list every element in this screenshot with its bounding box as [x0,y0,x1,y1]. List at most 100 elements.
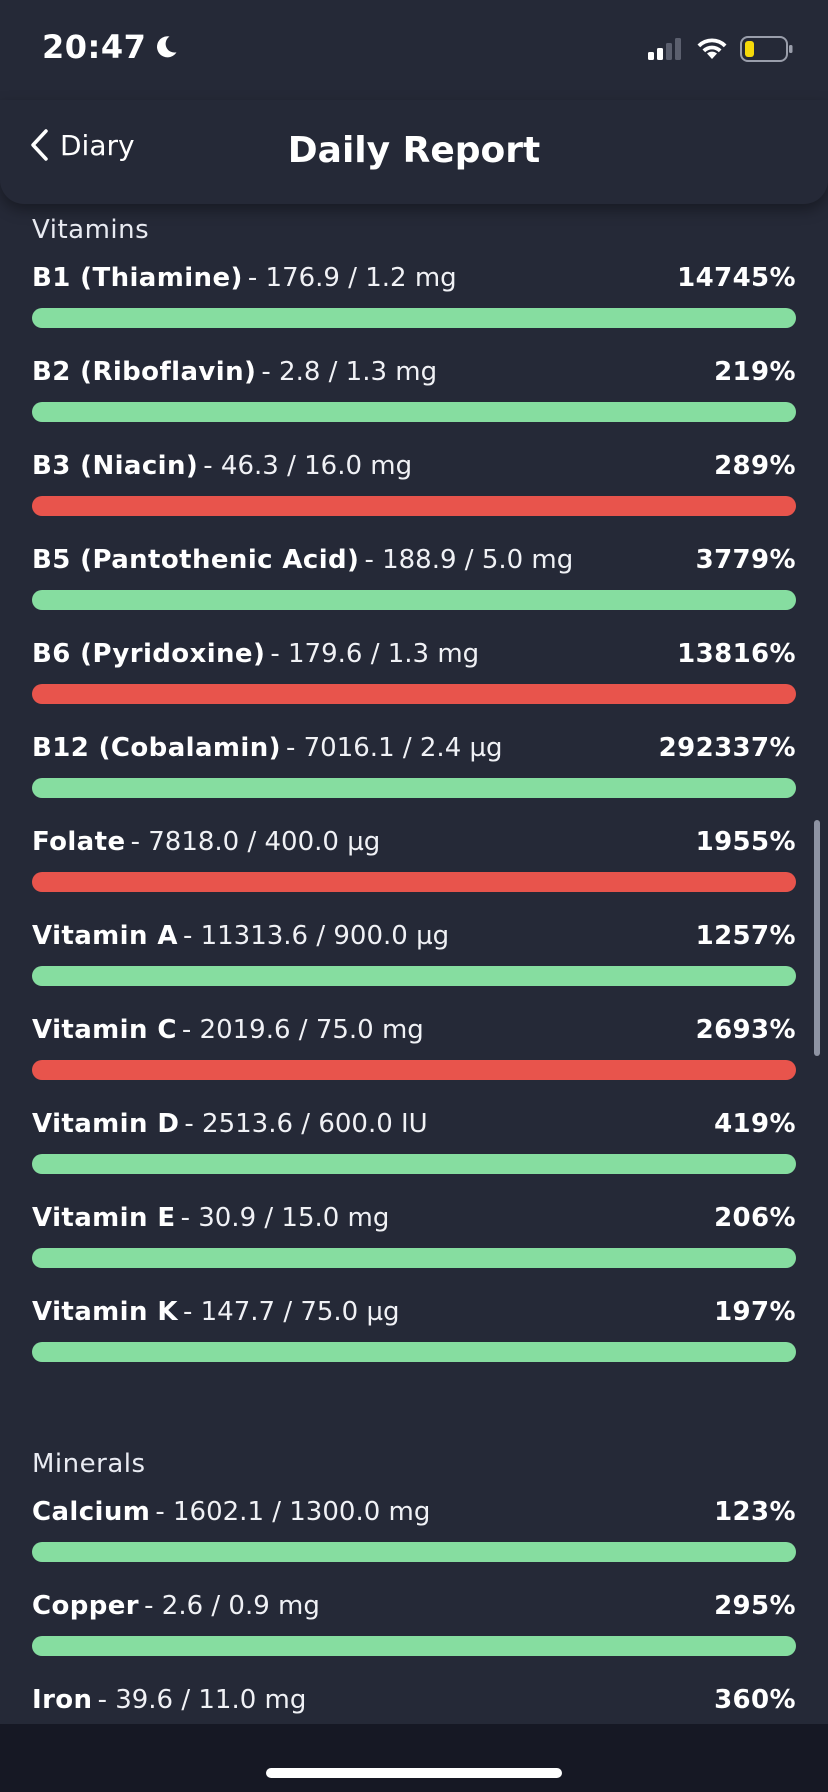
nutrient-row[interactable]: Vitamin D - 2513.6 / 600.0 IU 419% [32,1106,796,1200]
nutrient-amount: - 2513.6 / 600.0 IU [184,1109,428,1139]
report-list[interactable]: Vitamins B1 (Thiamine) - 176.9 / 1.2 mg 14… [32,210,796,1776]
home-bar-area [0,1724,828,1792]
nutrient-line: Copper - 2.6 / 0.9 mg 295% [32,1588,796,1624]
nutrient-name: Vitamin K [32,1297,178,1327]
nutrient-row[interactable]: B2 (Riboflavin) - 2.8 / 1.3 mg 219% [32,354,796,448]
nutrient-name: Vitamin E [32,1203,176,1233]
nutrient-row[interactable]: Vitamin K - 147.7 / 75.0 µg 197% [32,1294,796,1388]
progress-bar [32,1636,796,1656]
nutrient-line: B12 (Cobalamin) - 7016.1 / 2.4 µg 292337% [32,730,796,766]
nutrient-label: Vitamin A - 11313.6 / 900.0 µg [32,918,449,957]
progress-bar [32,778,796,798]
nutrient-label: B5 (Pantothenic Acid) - 188.9 / 5.0 mg [32,542,573,581]
nutrient-percent: 292337% [658,733,796,763]
nutrient-amount: - 176.9 / 1.2 mg [247,263,457,293]
nutrient-label: Calcium - 1602.1 / 1300.0 mg [32,1494,430,1533]
nutrient-name: Vitamin D [32,1109,180,1139]
nutrient-line: B2 (Riboflavin) - 2.8 / 1.3 mg 219% [32,354,796,390]
cellular-signal-icon [648,38,681,60]
nutrient-row[interactable]: Vitamin E - 30.9 / 15.0 mg 206% [32,1200,796,1294]
nutrient-name: Vitamin A [32,921,178,951]
nutrient-label: B2 (Riboflavin) - 2.8 / 1.3 mg [32,354,437,393]
progress-bar [32,1542,796,1562]
nutrient-name: Calcium [32,1497,151,1527]
nutrient-label: Vitamin D - 2513.6 / 600.0 IU [32,1106,428,1145]
nutrient-percent: 219% [714,357,796,387]
nutrient-line: B5 (Pantothenic Acid) - 188.9 / 5.0 mg 37… [32,542,796,578]
nutrient-row[interactable]: B3 (Niacin) - 46.3 / 16.0 mg 289% [32,448,796,542]
nutrient-label: B3 (Niacin) - 46.3 / 16.0 mg [32,448,412,487]
nutrient-percent: 295% [714,1591,796,1621]
nutrient-line: Vitamin A - 11313.6 / 900.0 µg 1257% [32,918,796,954]
progress-bar [32,1342,796,1362]
progress-bar [32,684,796,704]
nutrient-percent: 360% [714,1685,796,1715]
nutrient-amount: - 2019.6 / 75.0 mg [181,1015,424,1045]
nutrient-amount: - 39.6 / 11.0 mg [97,1685,307,1715]
nav-header: Diary Daily Report [0,100,828,204]
nutrient-name: Copper [32,1591,140,1621]
nutrient-label: Vitamin C - 2019.6 / 75.0 mg [32,1012,424,1051]
nutrient-line: Calcium - 1602.1 / 1300.0 mg 123% [32,1494,796,1530]
nutrient-label: Copper - 2.6 / 0.9 mg [32,1588,320,1627]
nutrient-amount: - 7016.1 / 2.4 µg [285,733,503,763]
nutrient-row[interactable]: Vitamin C - 2019.6 / 75.0 mg 2693% [32,1012,796,1106]
nutrient-percent: 123% [714,1497,796,1527]
nutrient-row[interactable]: Calcium - 1602.1 / 1300.0 mg 123% [32,1494,796,1588]
nutrient-row[interactable]: Copper - 2.6 / 0.9 mg 295% [32,1588,796,1682]
nutrient-percent: 1955% [695,827,796,857]
nutrient-line: B3 (Niacin) - 46.3 / 16.0 mg 289% [32,448,796,484]
nutrient-amount: - 7818.0 / 400.0 µg [130,827,381,857]
nutrient-row[interactable]: B5 (Pantothenic Acid) - 188.9 / 5.0 mg 37… [32,542,796,636]
clock-text: 20:47 [42,28,147,66]
nutrient-row[interactable]: B12 (Cobalamin) - 7016.1 / 2.4 µg 292337% [32,730,796,824]
progress-bar [32,1248,796,1268]
wifi-icon [697,38,727,59]
status-icons [648,36,794,62]
nutrient-label: Vitamin E - 30.9 / 15.0 mg [32,1200,389,1239]
nutrient-name: Folate [32,827,126,857]
nutrient-percent: 13816% [677,639,796,669]
progress-bar [32,590,796,610]
section-gap [32,1388,796,1444]
progress-bar [32,402,796,422]
nutrient-percent: 206% [714,1203,796,1233]
nutrient-line: Folate - 7818.0 / 400.0 µg 1955% [32,824,796,860]
nutrient-line: B6 (Pyridoxine) - 179.6 / 1.3 mg 13816% [32,636,796,672]
nutrient-row[interactable]: B6 (Pyridoxine) - 179.6 / 1.3 mg 13816% [32,636,796,730]
nutrient-row[interactable]: Folate - 7818.0 / 400.0 µg 1955% [32,824,796,918]
nutrient-amount: - 46.3 / 16.0 mg [203,451,413,481]
nutrient-row[interactable]: B1 (Thiamine) - 176.9 / 1.2 mg 14745% [32,260,796,354]
nutrient-amount: - 1602.1 / 1300.0 mg [155,1497,431,1527]
nutrient-amount: - 179.6 / 1.3 mg [270,639,480,669]
nutrient-line: B1 (Thiamine) - 176.9 / 1.2 mg 14745% [32,260,796,296]
progress-bar [32,966,796,986]
nutrient-percent: 3779% [695,545,796,575]
status-time: 20:47 [42,28,180,66]
chevron-left-icon [31,129,48,161]
nutrient-amount: - 30.9 / 15.0 mg [180,1203,390,1233]
home-indicator[interactable] [266,1768,562,1778]
nutrient-amount: - 2.8 / 1.3 mg [261,357,438,387]
nutrient-label: B6 (Pyridoxine) - 179.6 / 1.3 mg [32,636,479,675]
section-heading: Vitamins [32,215,150,245]
nutrient-name: B1 (Thiamine) [32,263,243,293]
progress-bar [32,1154,796,1174]
nutrient-percent: 2693% [695,1015,796,1045]
progress-bar [32,872,796,892]
back-label: Diary [60,128,135,162]
status-bar: 20:47 [0,0,828,100]
scrollbar[interactable] [814,820,820,1056]
nutrient-line: Vitamin C - 2019.6 / 75.0 mg 2693% [32,1012,796,1048]
nutrient-name: B2 (Riboflavin) [32,357,257,387]
nutrient-name: B12 (Cobalamin) [32,733,281,763]
nutrient-amount: - 11313.6 / 900.0 µg [182,921,450,951]
nutrient-row[interactable]: Vitamin A - 11313.6 / 900.0 µg 1257% [32,918,796,1012]
progress-bar [32,1060,796,1080]
back-button[interactable]: Diary [28,128,135,162]
nutrient-percent: 1257% [695,921,796,951]
nutrient-label: B1 (Thiamine) - 176.9 / 1.2 mg [32,260,457,299]
nutrient-label: Vitamin K - 147.7 / 75.0 µg [32,1294,400,1333]
nutrient-percent: 289% [714,451,796,481]
nutrient-label: Folate - 7818.0 / 400.0 µg [32,824,380,863]
